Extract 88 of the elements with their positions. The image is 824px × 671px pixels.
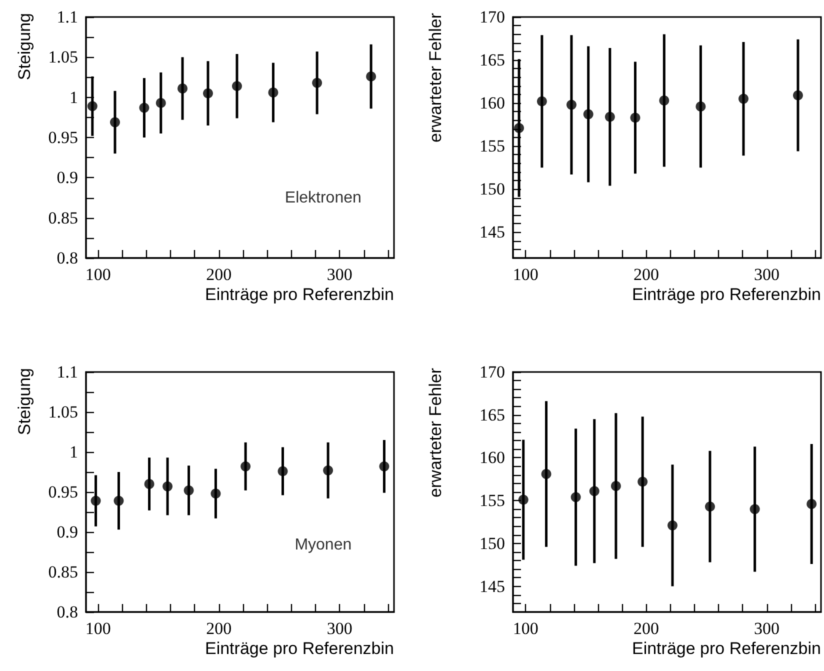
y-tick-label: 165 — [480, 405, 505, 424]
point — [541, 469, 552, 479]
x-tick-label: 300 — [326, 265, 352, 284]
point — [366, 71, 376, 82]
point — [114, 496, 124, 506]
y-tick-label: 1 — [70, 442, 78, 462]
point — [323, 465, 334, 476]
y-tick-label: 0.95 — [48, 482, 78, 502]
y-tick-label: 145 — [480, 576, 505, 596]
x-tick-label: 100 — [85, 265, 111, 284]
x-axis-title: Einträge pro Referenzbin — [632, 639, 821, 658]
point — [518, 494, 528, 505]
x-tick-label: 200 — [206, 265, 232, 284]
point — [184, 485, 194, 496]
point — [178, 84, 188, 94]
y-tick-label: 1.1 — [56, 362, 78, 382]
point — [738, 94, 748, 104]
x-tick-label: 200 — [633, 619, 659, 638]
x-tick-label: 300 — [754, 265, 780, 284]
x-tick-label: 300 — [754, 619, 780, 638]
point — [570, 492, 581, 502]
y-tick-label: 155 — [480, 491, 505, 510]
x-axis-title: Einträge pro Referenzbin — [632, 285, 821, 304]
point — [566, 100, 576, 110]
annotation: Elektronen — [284, 189, 362, 206]
x-tick-label: 100 — [512, 265, 538, 284]
x-axis-title: Einträge pro Referenzbin — [204, 639, 394, 658]
y-tick-label: 170 — [480, 362, 505, 382]
point — [792, 90, 803, 100]
point — [139, 102, 150, 113]
point — [278, 466, 288, 476]
y-tick-label: 160 — [480, 94, 505, 113]
point — [210, 488, 221, 499]
y-tick-label: 0.95 — [48, 128, 78, 147]
y-tick-label: 165 — [480, 50, 505, 70]
y-tick-label: 170 — [480, 8, 505, 26]
point — [268, 88, 278, 98]
y-axis-title: Steigung — [15, 368, 34, 436]
point — [610, 481, 621, 491]
annotation: Myonen — [294, 536, 352, 554]
y-tick-label: 1.1 — [56, 8, 78, 26]
point — [379, 461, 390, 472]
point — [604, 112, 615, 122]
point — [589, 486, 600, 496]
point — [806, 499, 817, 509]
y-tick-label: 1.05 — [48, 48, 78, 67]
y-tick-label: 145 — [480, 222, 505, 242]
point — [750, 504, 760, 514]
point — [659, 95, 670, 106]
x-axis-title: Einträge pro Referenzbin — [204, 285, 394, 304]
y-tick-label: 1 — [70, 88, 78, 107]
point — [87, 101, 98, 112]
point — [156, 98, 166, 108]
y-axis-title: Steigung — [15, 13, 34, 80]
point — [536, 96, 547, 106]
y-tick-label: 1.05 — [48, 402, 78, 422]
point — [162, 481, 173, 492]
x-tick-label: 200 — [633, 265, 659, 284]
point — [110, 117, 120, 128]
y-tick-label: 0.85 — [48, 208, 78, 228]
point — [696, 102, 706, 112]
point — [240, 461, 251, 472]
point — [514, 123, 524, 134]
y-tick-label: 0.8 — [56, 602, 78, 622]
point — [630, 112, 640, 123]
point — [90, 496, 101, 506]
point — [232, 81, 242, 92]
point — [312, 78, 322, 88]
point — [583, 109, 594, 120]
point — [667, 520, 678, 530]
y-axis-title: erwarteter Fehler — [426, 12, 445, 142]
y-tick-label: 150 — [480, 534, 505, 553]
x-tick-label: 200 — [206, 619, 232, 638]
y-tick-label: 155 — [480, 136, 505, 156]
x-tick-label: 100 — [512, 619, 538, 638]
y-tick-label: 160 — [480, 448, 505, 468]
point — [203, 88, 213, 98]
point — [144, 479, 154, 489]
point — [704, 502, 715, 512]
y-tick-label: 0.85 — [48, 562, 78, 582]
y-tick-label: 150 — [480, 180, 505, 199]
point — [638, 476, 648, 487]
y-tick-label: 0.9 — [56, 522, 78, 542]
y-tick-label: 0.9 — [56, 168, 78, 188]
x-tick-label: 100 — [85, 619, 111, 638]
y-axis-title: erwarteter Fehler — [426, 368, 445, 498]
y-tick-label: 0.8 — [56, 248, 78, 268]
x-tick-label: 300 — [326, 619, 352, 638]
